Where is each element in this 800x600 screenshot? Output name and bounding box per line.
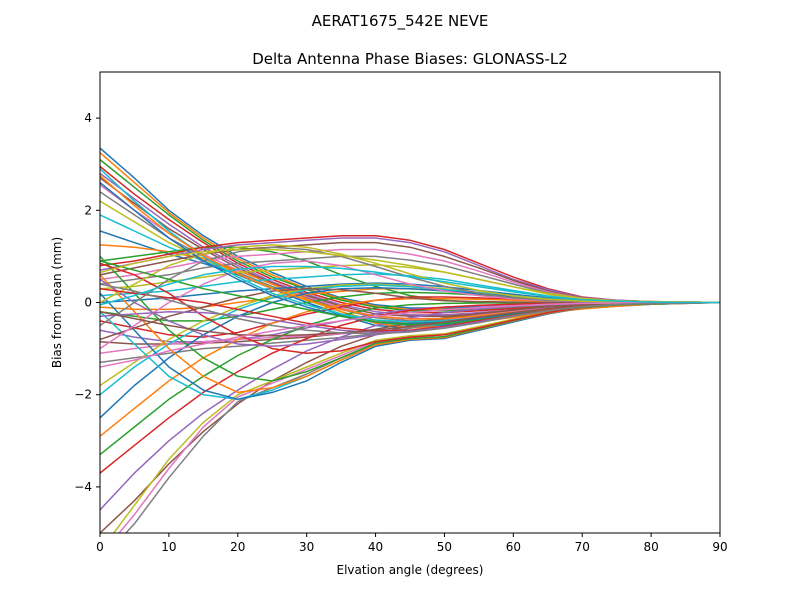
x-tick-label: 30 [299,540,314,554]
y-tick-label: −4 [74,480,92,494]
x-tick-label: 80 [643,540,658,554]
y-axis: −4 −2 0 2 4 [74,111,100,494]
x-tick-label: 90 [712,540,727,554]
x-tick-label: 10 [161,540,176,554]
series-line-49 [100,244,720,304]
x-tick-label: 50 [437,540,452,554]
series-line-58 [100,283,720,335]
series-line-57 [100,301,720,368]
y-axis-label: Bias from mean (mm) [50,237,64,368]
y-tick-label: 0 [84,296,92,310]
x-tick-label: 40 [368,540,383,554]
figure-suptitle: AERAT1675_542E NEVE [312,12,489,31]
chart-title: Delta Antenna Phase Biases: GLONASS-L2 [252,50,568,68]
series-layer [100,147,720,533]
x-tick-label: 70 [575,540,590,554]
y-tick-label: 2 [84,203,92,217]
x-axis: 0 10 20 30 40 50 60 70 80 90 [96,533,728,554]
y-tick-label: 4 [84,111,92,125]
x-tick-label: 60 [506,540,521,554]
x-axis-label: Elvation angle (degrees) [337,563,484,577]
series-line-60 [100,265,720,306]
y-tick-label: −2 [74,388,92,402]
x-tick-label: 0 [96,540,104,554]
x-tick-label: 20 [230,540,245,554]
